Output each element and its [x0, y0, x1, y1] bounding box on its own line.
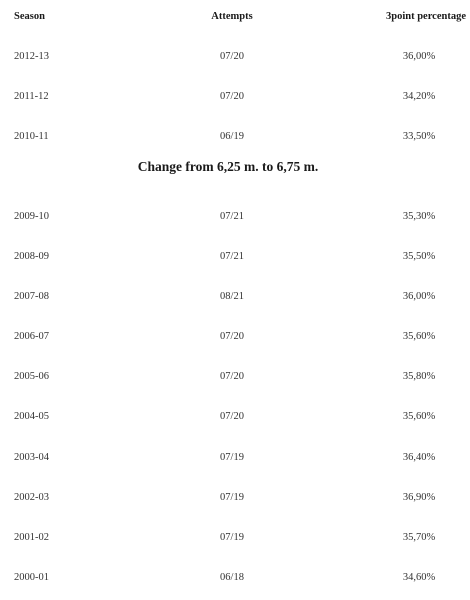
- season-cell: 2005-06: [14, 371, 49, 382]
- season-cell: 2000-01: [14, 572, 49, 583]
- percentage-cell: 35,30%: [402, 211, 436, 222]
- attempts-cell: 07/20: [220, 91, 244, 102]
- percentage-cell: 34,20%: [402, 91, 436, 102]
- table-row: 2006-07 07/20 35,60%: [0, 331, 470, 345]
- table-row: 2002-03 07/19 36,90%: [0, 492, 470, 506]
- percentage-cell: 35,60%: [402, 331, 436, 342]
- rule-change-text: Change from 6,25 m. to 6,75 m.: [137, 159, 319, 174]
- header-attempts: Attempts: [211, 11, 253, 22]
- season-cell: 2007-08: [14, 291, 49, 302]
- attempts-cell: 07/20: [220, 51, 244, 62]
- season-cell: 2006-07: [14, 331, 49, 342]
- percentage-cell: 35,70%: [402, 532, 436, 543]
- attempts-cell: 06/19: [220, 131, 244, 142]
- percentage-cell: 35,80%: [402, 371, 436, 382]
- percentage-cell: 36,90%: [402, 492, 436, 503]
- attempts-cell: 07/21: [220, 251, 244, 262]
- season-cell: 2009-10: [14, 211, 49, 222]
- percentage-cell: 34,60%: [402, 572, 436, 583]
- percentage-cell: 33,50%: [402, 131, 436, 142]
- attempts-cell: 07/19: [220, 492, 244, 503]
- table-row: 2010-11 06/19 33,50%: [0, 131, 470, 145]
- table-row: 2005-06 07/20 35,80%: [0, 371, 470, 385]
- season-cell: 2010-11: [14, 131, 49, 142]
- attempts-cell: 07/20: [220, 411, 244, 422]
- attempts-cell: 08/21: [220, 291, 244, 302]
- season-cell: 2004-05: [14, 411, 49, 422]
- attempts-cell: 07/19: [220, 532, 244, 543]
- table-header: Season Attempts 3point percentage: [0, 11, 470, 25]
- percentage-cell: 35,50%: [402, 251, 436, 262]
- table-row: 2008-09 07/21 35,50%: [0, 251, 470, 265]
- season-cell: 2008-09: [14, 251, 49, 262]
- percentage-cell: 36,00%: [402, 51, 436, 62]
- season-cell: 2011-12: [14, 91, 49, 102]
- attempts-cell: 07/20: [220, 331, 244, 342]
- table-row: 2003-04 07/19 36,40%: [0, 452, 470, 466]
- season-cell: 2001-02: [14, 532, 49, 543]
- table-row: 2011-12 07/20 34,20%: [0, 91, 470, 105]
- table-row: 2000-01 06/18 34,60%: [0, 572, 470, 586]
- season-cell: 2003-04: [14, 452, 49, 463]
- table-row: 2007-08 08/21 36,00%: [0, 291, 470, 305]
- attempts-cell: 07/21: [220, 211, 244, 222]
- season-cell: 2012-13: [14, 51, 49, 62]
- attempts-cell: 07/20: [220, 371, 244, 382]
- percentage-cell: 36,40%: [402, 452, 436, 463]
- table-row: 2004-05 07/20 35,60%: [0, 411, 470, 425]
- table-row: 2012-13 07/20 36,00%: [0, 51, 470, 65]
- header-percentage: 3point percentage: [385, 11, 466, 22]
- table-row: 2001-02 07/19 35,70%: [0, 532, 470, 546]
- percentage-cell: 35,60%: [402, 411, 436, 422]
- percentage-cell: 36,00%: [402, 291, 436, 302]
- attempts-cell: 07/19: [220, 452, 244, 463]
- header-season: Season: [14, 11, 45, 22]
- table-row: 2009-10 07/21 35,30%: [0, 211, 470, 225]
- attempts-cell: 06/18: [220, 572, 244, 583]
- season-cell: 2002-03: [14, 492, 49, 503]
